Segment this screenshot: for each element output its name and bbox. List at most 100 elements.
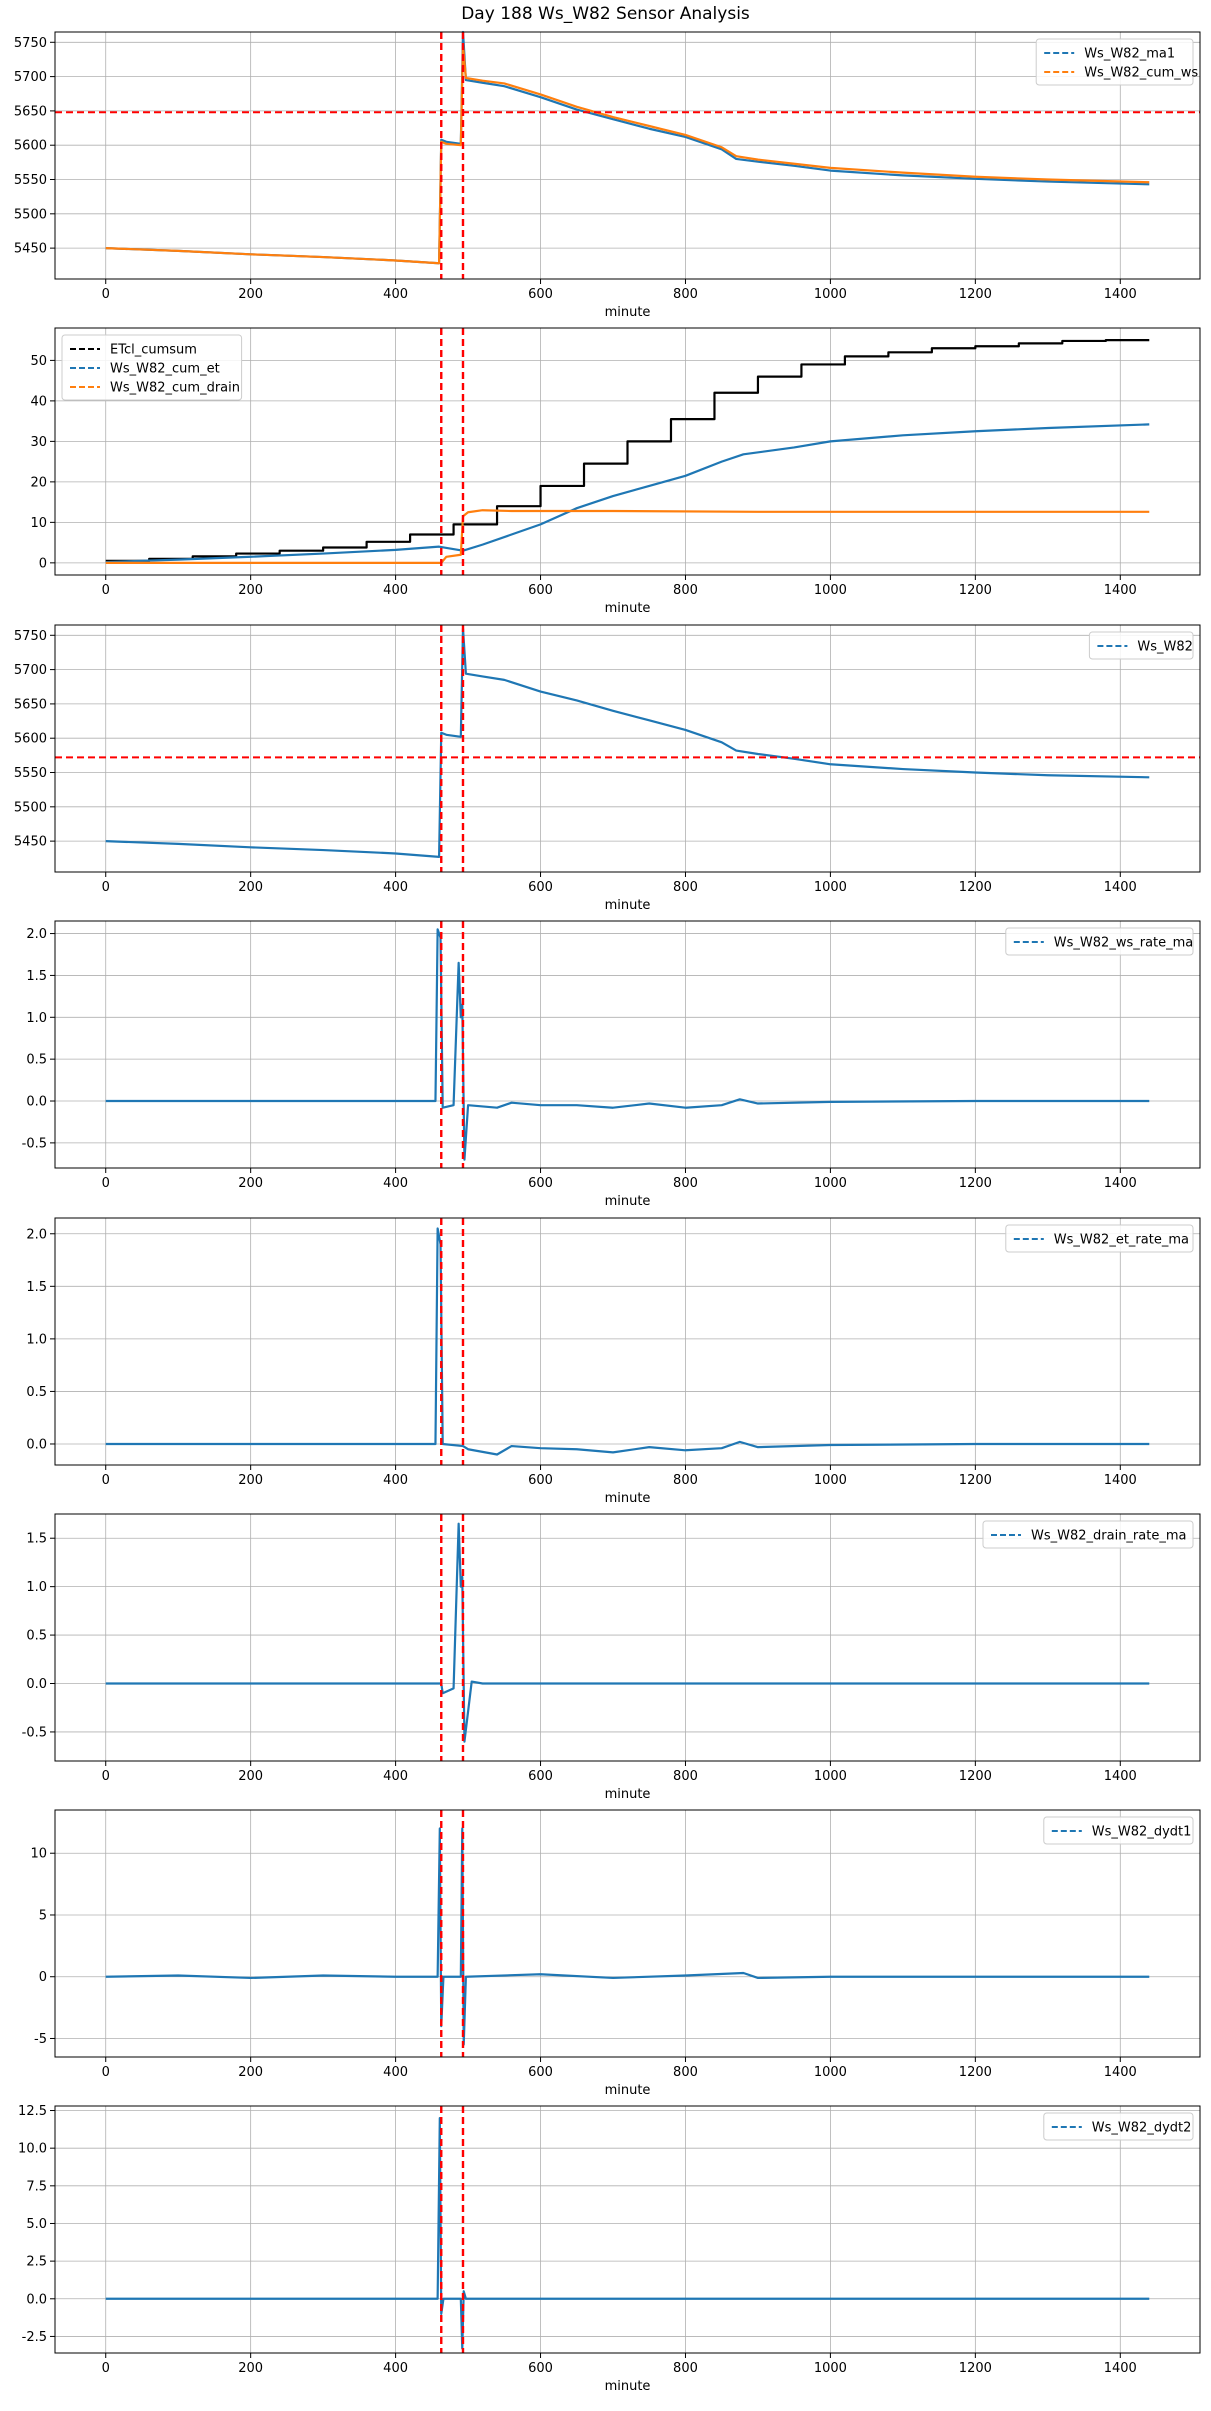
x-tick-label: 200: [238, 287, 263, 302]
series-line-Ws_W82_cum_et: [105, 423, 1150, 564]
y-tick-label: -5: [34, 2032, 47, 2047]
series-line-Ws_W82: [105, 627, 1150, 859]
y-tick-label: 1.0: [26, 1332, 47, 1347]
y-tick-label: 0.0: [26, 1677, 47, 1692]
x-tick-label: 1000: [814, 287, 847, 302]
x-axis-label: minute: [605, 2379, 651, 2394]
x-axis-label: minute: [605, 898, 651, 913]
x-tick-label: 1000: [814, 1769, 847, 1784]
y-tick-label: 1.5: [26, 1280, 47, 1295]
legend-box: [1005, 1224, 1194, 1253]
legend: Ws_W82_et_rate_ma: [1005, 1224, 1194, 1253]
y-tick-label: 0: [39, 556, 47, 571]
x-tick-label: 0: [102, 2065, 110, 2080]
legend: Ws_W82: [1088, 631, 1194, 660]
x-axis-label: minute: [605, 305, 651, 320]
y-tick-label: 1.0: [26, 1011, 47, 1026]
x-tick-label: 200: [238, 583, 263, 598]
legend-box: [1043, 2112, 1194, 2141]
legend-label: Ws_W82_drain_rate_ma: [1031, 1529, 1186, 1544]
y-tick-label: 50: [30, 354, 47, 369]
series-line-Ws_W82_cum_ws: [105, 44, 1150, 265]
x-tick-label: 200: [238, 1473, 263, 1488]
plot-frame: [54, 1217, 1201, 1466]
x-tick-label: 1400: [1104, 2361, 1137, 2376]
x-tick-label: 400: [383, 1473, 408, 1488]
legend-label: Ws_W82_dydt2: [1092, 2121, 1192, 2136]
y-tick-label: 5.0: [26, 2217, 47, 2232]
series-line-Ws_W82_dydt1: [105, 1827, 1150, 2046]
legend: Ws_W82_dydt1: [1043, 1816, 1194, 1845]
x-tick-label: 400: [383, 2361, 408, 2376]
x-tick-label: 1000: [814, 880, 847, 895]
legend-label: Ws_W82_cum_drain: [110, 381, 240, 396]
x-axis-label: minute: [605, 1787, 651, 1802]
x-tick-label: 800: [673, 2361, 698, 2376]
x-tick-label: 0: [102, 2361, 110, 2376]
y-tick-label: 12.5: [18, 2104, 47, 2119]
subplot-1: 0 200 400 600 800 1000 1200 1400 5450 5500 5550 560…: [14, 30, 1201, 320]
x-tick-label: 600: [528, 583, 553, 598]
x-tick-label: 400: [383, 2065, 408, 2080]
x-tick-label: 1400: [1104, 1176, 1137, 1191]
y-tick-label: 2.0: [26, 1227, 47, 1242]
plot-frame: [54, 2105, 1201, 2354]
y-tick-label: 7.5: [26, 2179, 47, 2194]
x-tick-label: 800: [673, 2065, 698, 2080]
x-tick-label: 1200: [959, 287, 992, 302]
x-tick-label: 1000: [814, 1473, 847, 1488]
x-tick-label: 1400: [1104, 287, 1137, 302]
series-line-Ws_W82_et_rate_ma: [105, 1227, 1150, 1456]
y-tick-label: 5600: [14, 139, 47, 154]
legend-label: Ws_W82_et_rate_ma: [1054, 1233, 1189, 1248]
x-tick-label: 600: [528, 2065, 553, 2080]
y-tick-label: 5750: [14, 629, 47, 644]
plot-frame: [54, 31, 1201, 280]
series-line-Ws_W82_drain_rate_ma: [105, 1522, 1150, 1743]
series-line-Ws_W82_ws_rate_ma: [105, 928, 1150, 1161]
subplot-3: 0 200 400 600 800 1000 1200 1400 5450 5500 5550 560…: [14, 624, 1201, 913]
x-tick-label: 1400: [1104, 1473, 1137, 1488]
x-tick-label: 200: [238, 2361, 263, 2376]
plot-frame: [54, 1809, 1201, 2058]
x-tick-label: 400: [383, 287, 408, 302]
x-tick-label: 200: [238, 2065, 263, 2080]
plot-frame: [54, 1513, 1201, 1762]
legend-label: Ws_W82_cum_et: [110, 362, 220, 377]
y-tick-label: 5550: [14, 173, 47, 188]
x-tick-label: 0: [102, 583, 110, 598]
x-tick-label: 800: [673, 880, 698, 895]
y-tick-label: -2.5: [22, 2330, 47, 2345]
legend: Ws_W82_drain_rate_ma: [982, 1520, 1194, 1549]
series-line-Ws_W82_ma1: [105, 30, 1150, 265]
y-tick-label: 0.0: [26, 1437, 47, 1452]
x-tick-label: 1400: [1104, 2065, 1137, 2080]
series-line-Ws_W82_dydt2: [105, 2116, 1150, 2350]
y-tick-label: 5750: [14, 36, 47, 51]
x-tick-label: 600: [528, 2361, 553, 2376]
subplot-5: 0 200 400 600 800 1000 1200 1400 0.0 0.5 1.0 1.5 2.0…: [26, 1217, 1201, 1506]
x-axis-label: minute: [605, 1491, 651, 1506]
x-tick-label: 400: [383, 583, 408, 598]
y-tick-label: 5650: [14, 697, 47, 712]
plot-frame: [54, 920, 1201, 1169]
legend-box: [1005, 927, 1194, 956]
y-tick-label: 5500: [14, 207, 47, 222]
legend-label: Ws_W82_cum_ws: [1084, 66, 1198, 81]
legend-box: [1088, 631, 1194, 660]
subplot-2: 0 200 400 600 800 1000 1200 1400 0 10 20 30 40 50 minu…: [30, 327, 1201, 616]
y-tick-label: 1.0: [26, 1580, 47, 1595]
x-tick-label: 1200: [959, 583, 992, 598]
subplot-7: 0 200 400 600 800 1000 1200 1400 -5 0 5 10 minute Ws_…: [30, 1809, 1201, 2098]
subplot-4: 0 200 400 600 800 1000 1200 1400 -0.5 0.0 0.5 1.0 1.…: [22, 920, 1201, 1209]
legend-box: [61, 334, 243, 401]
x-tick-label: 1000: [814, 2361, 847, 2376]
subplot-6: 0 200 400 600 800 1000 1200 1400 -0.5 0.0 0.5 1.0 1.…: [22, 1513, 1201, 1802]
x-tick-label: 400: [383, 1769, 408, 1784]
x-tick-label: 0: [102, 1769, 110, 1784]
plot-frame: [54, 624, 1201, 873]
y-tick-label: 2.0: [26, 927, 47, 942]
x-tick-label: 1200: [959, 2065, 992, 2080]
x-tick-label: 600: [528, 1176, 553, 1191]
